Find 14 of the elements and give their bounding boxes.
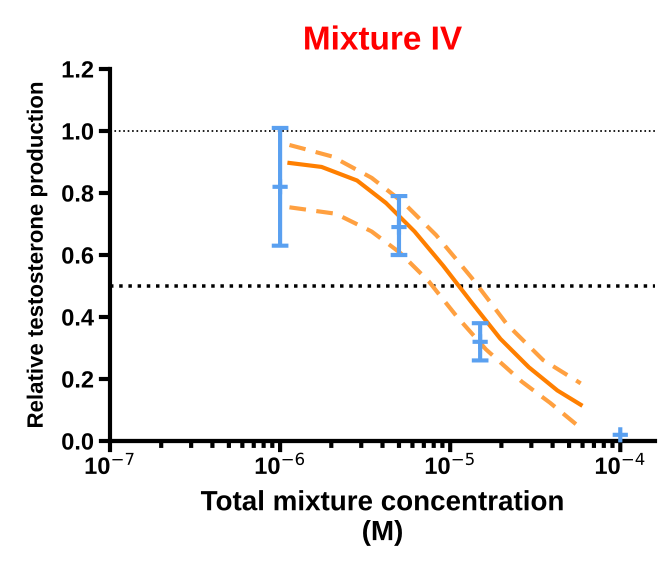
x-axis-title: Total mixture concentration (M) xyxy=(200,490,563,546)
x-tick-label: 10$^{−6}$ xyxy=(256,452,304,474)
y-tick-label: 0.4 xyxy=(62,309,94,326)
y-tick-label: 1.0 xyxy=(62,123,94,140)
y-tick-label: 0.2 xyxy=(62,371,94,388)
chart-title: Mixture IV xyxy=(305,25,462,50)
y-tick-label: 0.6 xyxy=(62,247,94,264)
x-tick-label: 10$^{−4}$ xyxy=(596,452,644,474)
x-tick-label: 10$^{−7}$ xyxy=(86,452,134,474)
y-axis-title: Relative testosterone production xyxy=(26,82,48,427)
y-tick-label: 1.2 xyxy=(62,61,94,78)
x-tick-label: 10$^{−5}$ xyxy=(426,452,474,474)
y-tick-label: 0.0 xyxy=(62,433,94,450)
y-tick-label: 0.8 xyxy=(62,185,94,202)
